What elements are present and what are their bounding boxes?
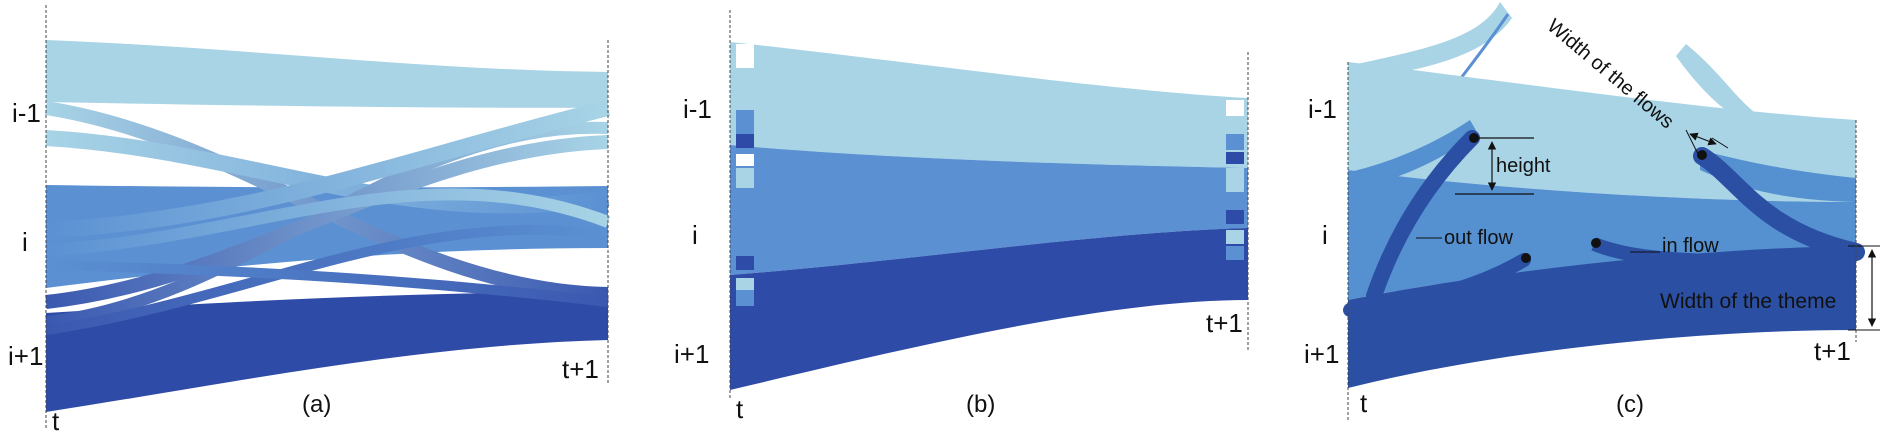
row-label-c-next: i+1 <box>1304 339 1339 369</box>
squares-b-right <box>1226 100 1244 260</box>
time-label-b-end: t+1 <box>1206 308 1243 338</box>
row-label-a-cur: i <box>22 227 28 257</box>
caption-b: (b) <box>966 391 995 418</box>
band-b-dark <box>730 228 1248 390</box>
flow-a-4 <box>45 135 609 309</box>
row-label-b-next: i+1 <box>674 339 709 369</box>
flow-c-mid-up <box>1350 120 1478 190</box>
row-label-a-next: i+1 <box>8 341 43 371</box>
label-height: height <box>1496 155 1551 177</box>
caption-a: (a) <box>302 391 331 418</box>
panel-b: i-1 i i+1 t t+1 (b) <box>674 10 1249 424</box>
panel-a: i-1 i i+1 t t+1 (a) <box>8 5 611 436</box>
flow-a-6 <box>45 188 611 256</box>
flow-c-dark-lower <box>1343 253 1531 317</box>
panel-c: height out flow in flow Width of the flo… <box>1304 2 1880 422</box>
caption-c: (c) <box>1616 391 1644 418</box>
row-label-a-prev: i-1 <box>12 98 41 128</box>
band-b-mid <box>730 145 1248 275</box>
point-c-out-end <box>1521 253 1531 263</box>
point-c-in-start <box>1591 238 1601 248</box>
time-label-a-end: t+1 <box>562 354 599 384</box>
band-c-mid <box>1348 170 1856 300</box>
row-label-b-cur: i <box>692 220 698 250</box>
label-in-flow: in flow <box>1662 235 1719 257</box>
flow-c-mid-right <box>1700 150 1856 202</box>
time-label-b-start: t <box>736 394 744 424</box>
flow-a-7 <box>45 224 609 335</box>
flow-a-5 <box>45 100 610 238</box>
label-out-flow: out flow <box>1444 227 1513 249</box>
row-label-c-prev: i-1 <box>1308 94 1337 124</box>
time-label-c-end: t+1 <box>1814 336 1851 366</box>
time-label-c-start: t <box>1360 388 1368 418</box>
flow-c-in <box>1591 237 1857 269</box>
squares-b-left <box>736 44 754 306</box>
band-b-light <box>730 42 1248 168</box>
row-label-b-prev: i-1 <box>683 94 712 124</box>
band-a-light <box>46 40 608 108</box>
flow-c-dark-up <box>1693 147 1865 261</box>
band-a-dark <box>46 292 608 412</box>
flow-a-8 <box>45 260 609 307</box>
flow-c-top-out <box>1348 2 1512 80</box>
flow-c-out <box>1366 130 1480 304</box>
row-label-c-cur: i <box>1322 220 1328 250</box>
label-width-of-theme: Width of the theme <box>1660 290 1836 313</box>
time-label-a-start: t <box>52 406 60 436</box>
flows-width-arrow <box>1689 132 1717 146</box>
